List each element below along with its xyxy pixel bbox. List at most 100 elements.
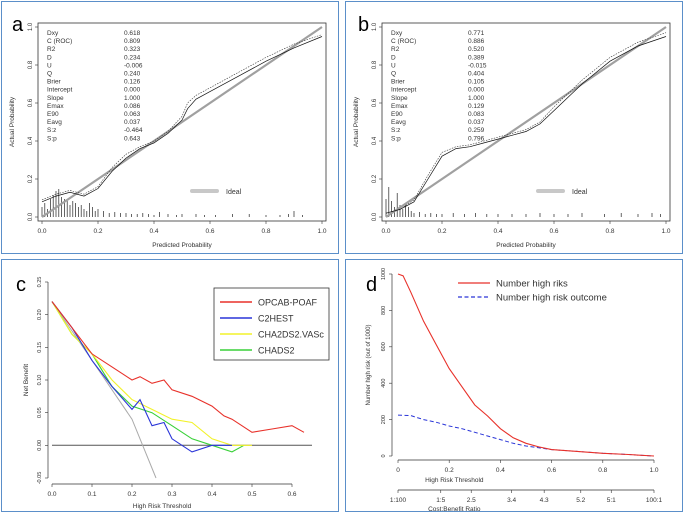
stat-value: 0.126 — [124, 79, 141, 86]
y-tick-label: 0.6 — [372, 98, 378, 107]
ratio-tick-label: 1:100 — [390, 497, 407, 504]
apparent-line — [41, 34, 323, 201]
panel-letter: d — [366, 274, 378, 296]
legend-label: OPCAB-POAF — [258, 298, 318, 308]
y-tick-label: 0.6 — [28, 98, 34, 107]
x-tick-label: 1.0 — [649, 467, 658, 474]
stat-value: 0.037 — [124, 119, 141, 126]
x-tick-label: 0.8 — [605, 228, 614, 235]
ratio-tick-label: 100:1 — [646, 497, 663, 504]
x-tick-label: 0.6 — [547, 467, 556, 474]
ratio-tick-label: 4.3 — [540, 497, 549, 504]
panel-letter: c — [16, 274, 26, 296]
y-tick-label: 600 — [381, 342, 387, 351]
stat-value: -0.015 — [468, 62, 487, 69]
stat-label: Emax — [391, 103, 408, 110]
x-axis-label: Predicted Probability — [152, 242, 212, 249]
y-tick-label: 0.0 — [372, 212, 378, 221]
y-axis-label: Actual Probability — [9, 96, 16, 147]
y-tick-label: 0.05 — [37, 407, 43, 418]
plot-frame — [37, 22, 327, 222]
stat-label: U — [391, 62, 396, 69]
x-tick-label: 0.8 — [261, 228, 270, 235]
calibration-chart-b: 0.0 0.2 0.4 0.6 0.8 1.0 0.0 0.2 0.4 0.6 0.8 1.0 Pred… — [353, 22, 671, 249]
x-tick-label: 0.8 — [598, 467, 607, 474]
y-axis-label: Number high risk (out of 1000) — [366, 324, 372, 405]
stat-label: Intercept — [391, 87, 416, 94]
y-tick-label: 200 — [381, 415, 387, 424]
stat-value: 1.000 — [124, 95, 141, 102]
stat-label: Intercept — [47, 87, 72, 94]
legend-label: CHADS2 — [258, 346, 295, 356]
stat-value: 0.086 — [124, 103, 141, 110]
y-tick-label: 800 — [381, 306, 387, 315]
stat-value: 0.259 — [468, 127, 485, 134]
x-tick-label: 0.2 — [437, 228, 446, 235]
x-tick-label: 0.2 — [445, 467, 454, 474]
stat-label: S:p — [391, 135, 401, 142]
x-tick-label: 0.0 — [37, 228, 46, 235]
series-line-opcab-poaf — [51, 301, 305, 433]
stat-value: 0.796 — [468, 135, 485, 142]
stat-label: Slope — [391, 95, 408, 102]
x-tick-label: 0.4 — [149, 228, 158, 235]
panel-b: b 0.0 0.2 0.4 0.6 0.8 1.0 0.0 0.2 0.4 0.6 0.8 1.0 Pr… — [345, 1, 683, 254]
y-tick-label: 0.4 — [28, 136, 34, 145]
stat-label: Brier — [391, 79, 406, 86]
stat-value: 0.618 — [124, 30, 141, 37]
stat-label: Dxy — [391, 30, 403, 37]
legend-label: Ideal — [572, 189, 588, 196]
calibration-chart-a: 0.0 0.2 0.4 0.6 0.8 1.0 0.0 0.2 0.4 0.6 0.8 1.0 Pred… — [9, 22, 327, 249]
stat-label: Slope — [47, 95, 64, 102]
y-tick-label: 1.0 — [372, 22, 378, 31]
y-tick-label: 0.00 — [37, 440, 43, 451]
legend-label: Number high riks — [496, 279, 568, 290]
x-tick-label: 0.6 — [205, 228, 214, 235]
ideal-line — [385, 26, 667, 218]
legend-label: C2HEST — [258, 314, 294, 324]
ratio-tick-label: 1:5 — [436, 497, 445, 504]
stat-value: 0.771 — [468, 30, 485, 37]
bias-corrected-line — [41, 36, 323, 203]
ratio-tick-label: 5:1 — [607, 497, 616, 504]
stat-label: D — [391, 54, 396, 61]
y-axis-label: Actual Probability — [353, 96, 360, 147]
number-high-risk-outcome-line — [397, 414, 655, 457]
plot-frame — [381, 22, 671, 222]
stat-label: Q — [391, 71, 396, 78]
y-tick-label: 0.20 — [37, 309, 43, 320]
stat-value: 1.000 — [468, 95, 485, 102]
stat-value: 0.389 — [468, 54, 485, 61]
stat-label: S:z — [47, 127, 56, 134]
stat-label: Dxy — [47, 30, 59, 37]
decision-curve-chart: 0.0 0.1 0.2 0.3 0.4 0.5 0.6 -0.05 0.00 0.05 0.10 0.… — [23, 277, 330, 510]
y-tick-label: -0.05 — [37, 472, 43, 485]
x-tick-label: 0.0 — [381, 228, 390, 235]
x-axis-label: High Risk Threshold — [133, 503, 192, 510]
stat-value: 0.063 — [124, 111, 141, 118]
stat-label: Q — [47, 71, 52, 78]
stat-value: 0.809 — [124, 38, 141, 45]
x-tick-label: 0.6 — [549, 228, 558, 235]
stat-value: 0.129 — [468, 103, 485, 110]
clinical-impact-chart: 0 0.2 0.4 0.6 0.8 1.0 0 200 400 600 800 1000 High Ri… — [366, 268, 663, 513]
y-tick-label: 0.2 — [372, 174, 378, 183]
panel-letter: a — [12, 14, 24, 36]
panel-a: a 0.0 0.2 0.4 0.6 0.8 1.0 0.0 0.2 0.4 0.6 0.8 1.0 Pr… — [1, 1, 339, 254]
stat-label: Brier — [47, 79, 62, 86]
y-tick-label: 0 — [381, 454, 387, 457]
x-tick-label: 0.4 — [207, 491, 216, 498]
x-tick-label: 1.0 — [661, 228, 670, 235]
y-tick-label: 1000 — [381, 268, 387, 280]
stat-label: S:z — [391, 127, 400, 134]
x-tick-label: 0.4 — [496, 467, 505, 474]
x-tick-label: 0.2 — [93, 228, 102, 235]
x-axis-label: Predicted Probability — [496, 242, 556, 249]
x-tick-label: 0.3 — [167, 491, 176, 498]
stat-label: Emax — [47, 103, 64, 110]
y-tick-label: 1.0 — [28, 22, 34, 31]
y-tick-label: 0.4 — [372, 136, 378, 145]
number-high-risk-line — [397, 273, 655, 457]
y-tick-label: 0.0 — [28, 212, 34, 221]
stat-label: D — [47, 54, 52, 61]
